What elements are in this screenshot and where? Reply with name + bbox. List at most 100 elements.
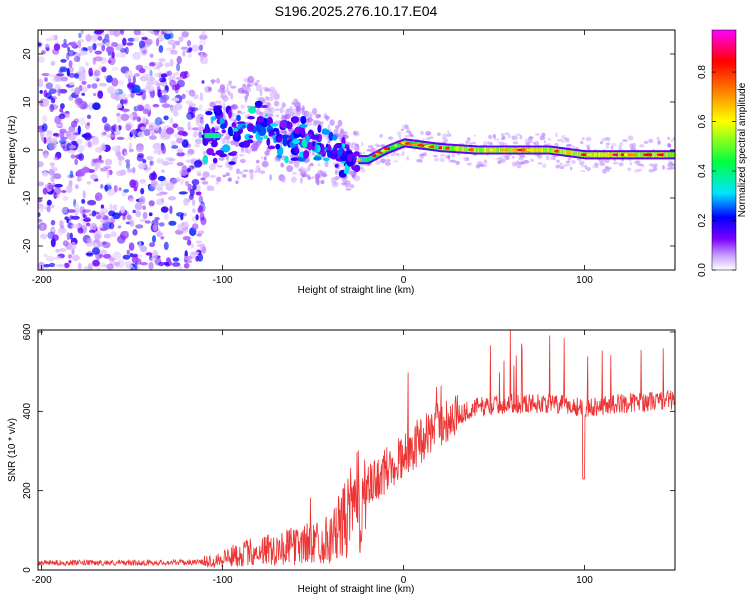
spectrogram-cell bbox=[666, 152, 669, 158]
spectrogram-cell bbox=[485, 147, 488, 153]
spectrogram-cell bbox=[134, 73, 141, 77]
spectrogram-cell bbox=[240, 104, 245, 109]
spectrogram-cell bbox=[57, 88, 61, 97]
spectrogram-cell bbox=[159, 77, 167, 83]
spectrogram-cell bbox=[77, 125, 81, 134]
spectrogram-cell bbox=[110, 231, 117, 237]
spectrogram-cell bbox=[208, 133, 211, 139]
spectrogram-cell bbox=[176, 162, 184, 167]
spectrogram-cell bbox=[301, 167, 309, 173]
spectrogram-cell bbox=[671, 152, 674, 158]
spectrogram-cell bbox=[111, 77, 119, 87]
spectrogram-cell bbox=[55, 248, 60, 253]
spectrogram-cell bbox=[168, 220, 177, 226]
spectrogram-cell bbox=[228, 161, 236, 165]
spectrogram-cell bbox=[94, 233, 100, 242]
spectrogram-cell bbox=[202, 154, 209, 164]
spectrogram-cell bbox=[164, 62, 171, 68]
spectrogram-cell bbox=[195, 255, 200, 262]
spectrogram-cell bbox=[148, 124, 154, 132]
spectrogram-cell bbox=[633, 168, 640, 173]
spectrogram-cell bbox=[629, 161, 633, 166]
spectrogram-cell bbox=[94, 146, 104, 153]
spectrogram-cell bbox=[152, 104, 160, 108]
spectrogram-cell bbox=[286, 109, 292, 115]
spectrogram-cell bbox=[133, 30, 141, 36]
spectrogram-cell bbox=[216, 165, 223, 168]
spectrogram-cell bbox=[230, 140, 235, 146]
spectrogram-cell bbox=[120, 113, 130, 122]
spectrogram-cell bbox=[89, 222, 98, 231]
spectrogram-cell bbox=[85, 252, 94, 256]
spectrogram-cell bbox=[191, 44, 200, 52]
spectrogram-cell bbox=[336, 149, 343, 157]
spectrogram-cell bbox=[59, 139, 67, 145]
spectrogram-cell bbox=[231, 122, 237, 128]
spectrogram-cell bbox=[656, 136, 660, 141]
spectrogram-cell bbox=[86, 222, 91, 227]
spectrogram-cell bbox=[142, 108, 150, 115]
spectrogram-cell bbox=[170, 49, 178, 55]
spectrogram-cell bbox=[181, 139, 189, 148]
spectrogram-cell bbox=[55, 123, 63, 127]
spectrogram-cell bbox=[112, 204, 118, 211]
spectrogram-cell bbox=[247, 75, 255, 83]
spectrogram-cell bbox=[556, 139, 563, 142]
spectrogram-cell bbox=[95, 30, 104, 34]
spectrogram-cell bbox=[144, 38, 153, 46]
spectrogram-cell bbox=[61, 206, 68, 214]
spectrogram-cell bbox=[78, 50, 88, 56]
spectrogram-cell bbox=[87, 262, 93, 270]
snr-y-axis-label: SNR (10 * v/v) bbox=[7, 418, 18, 482]
spectrogram-cell bbox=[550, 147, 554, 153]
spectrogram-cell bbox=[201, 246, 207, 254]
spectrogram-cell bbox=[127, 81, 136, 90]
spectrogram-cell bbox=[167, 70, 173, 77]
spectrogram-cell bbox=[311, 134, 320, 140]
spectrogram-cell bbox=[38, 42, 42, 47]
spectrogram-cell bbox=[160, 89, 168, 94]
spectrogram-cell bbox=[213, 107, 222, 112]
spectrogram-cell bbox=[325, 115, 330, 121]
spectrogram-cell bbox=[119, 30, 125, 35]
spectrogram-cell bbox=[88, 102, 94, 111]
spectrogram-cell bbox=[376, 152, 379, 158]
spectrogram-cell bbox=[290, 176, 297, 183]
spectrogram-cell bbox=[572, 150, 575, 156]
spectrogram-cell bbox=[167, 161, 174, 165]
spectrogram-cell bbox=[586, 144, 591, 148]
spectrogram-cell bbox=[174, 83, 181, 90]
spectrogram-cell bbox=[460, 146, 464, 152]
spectrogram-cell bbox=[667, 143, 672, 148]
spectrogram-cell bbox=[273, 127, 278, 132]
spectrogram-cell bbox=[68, 60, 73, 68]
spectrogram-cell bbox=[154, 72, 163, 78]
spectrogram-cell bbox=[592, 165, 595, 169]
spectrogram-cell bbox=[561, 140, 565, 143]
spectrogram-cell bbox=[561, 164, 568, 168]
spectrogram-cell bbox=[45, 82, 53, 90]
spectrogram-cell bbox=[280, 134, 290, 139]
spectrogram-cell bbox=[142, 205, 147, 211]
spectrogram-cell bbox=[185, 100, 193, 104]
spectrogram-cell bbox=[75, 154, 83, 159]
spectrogram-cell bbox=[179, 178, 184, 185]
spectrogram-cell bbox=[294, 101, 301, 108]
spectrogram-cell bbox=[654, 152, 657, 158]
spectrogram-cell bbox=[191, 199, 196, 207]
spectrogram-cell bbox=[187, 121, 191, 130]
spectrogram-cell bbox=[510, 147, 513, 153]
spectrogram-cell bbox=[74, 203, 80, 211]
spectrogram-cell bbox=[106, 188, 116, 196]
spectrogram-cell bbox=[548, 147, 551, 153]
spectrogram-y-tick-label: -20 bbox=[22, 238, 33, 253]
spectrogram-cell bbox=[82, 214, 88, 219]
spectrogram-cell bbox=[50, 175, 55, 183]
spectrogram-cell bbox=[81, 167, 90, 174]
spectrogram-cell bbox=[160, 236, 165, 240]
spectrogram-cell bbox=[384, 161, 391, 166]
spectrogram-cell bbox=[97, 90, 104, 99]
spectrogram-cell bbox=[149, 69, 153, 77]
spectrogram-cell bbox=[507, 134, 511, 139]
spectrogram-cell bbox=[512, 135, 518, 141]
